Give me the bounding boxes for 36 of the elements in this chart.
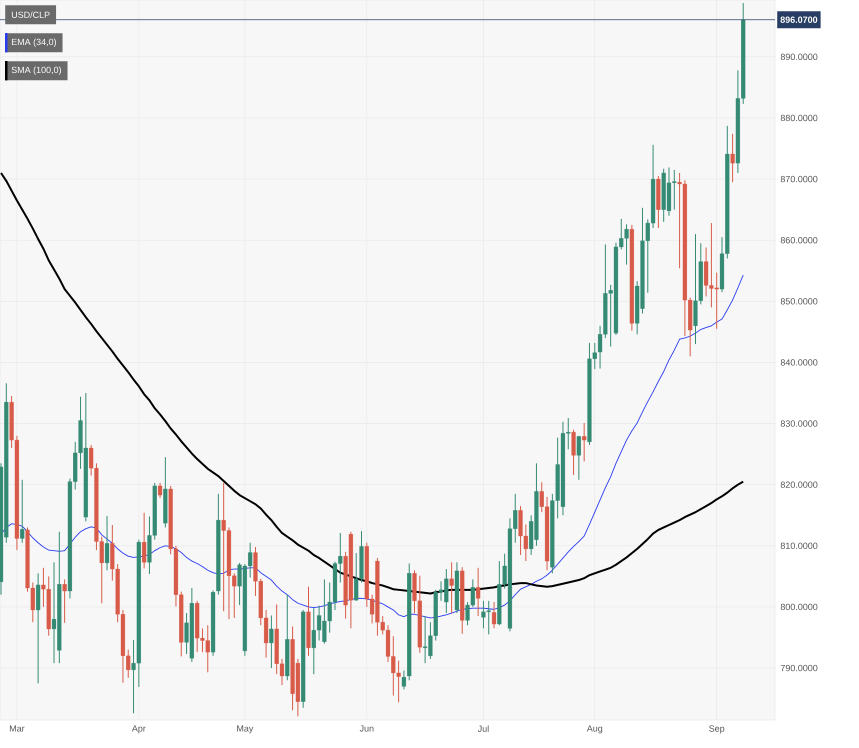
candlestick	[20, 479, 24, 544]
x-tick-label: Jul	[478, 725, 489, 732]
candlestick	[142, 512, 146, 569]
candlestick	[402, 670, 406, 690]
x-tick-label: Apr	[132, 725, 146, 734]
candlestick	[730, 133, 735, 183]
y-tick-label: 880.0000	[780, 114, 818, 122]
candlestick	[476, 567, 480, 617]
x-tick-label: Jun	[360, 725, 374, 732]
candlestick	[62, 578, 67, 624]
text: USD/CLP	[12, 11, 50, 18]
y-tick-label: 800.0000	[780, 604, 818, 610]
candlestick	[269, 614, 274, 669]
x-tick-label: Mar	[10, 725, 24, 732]
y-tick-label: 820.0000	[780, 482, 818, 488]
y-tick-label: 810.0000	[780, 542, 818, 549]
y-tick-label: 870.0000	[780, 176, 818, 182]
candlestick	[450, 562, 454, 614]
legend-label: SMA (100,0)	[12, 66, 61, 75]
y-tick-label: 830.0000	[780, 420, 818, 427]
y-tick-label: 850.0000	[780, 298, 818, 304]
y-tick-label: 890.0000	[780, 54, 818, 60]
candlestick	[576, 435, 581, 480]
legend-label: EMA (34,0)	[12, 38, 56, 47]
candlestick	[158, 482, 162, 499]
candlestick	[582, 422, 586, 462]
y-tick-label: 860.0000	[780, 237, 818, 244]
x-tick-label: May	[237, 725, 254, 734]
y-tick-label: 840.0000	[780, 359, 818, 366]
y-tick-label: 790.0000	[780, 664, 818, 672]
candlestick	[492, 602, 496, 629]
ref-line-label: 896.0700	[780, 16, 818, 23]
candlestick	[571, 429, 576, 476]
x-tick-label: Aug	[586, 725, 602, 734]
candlestick	[104, 515, 110, 571]
x-tick-label: Sep	[709, 725, 724, 734]
